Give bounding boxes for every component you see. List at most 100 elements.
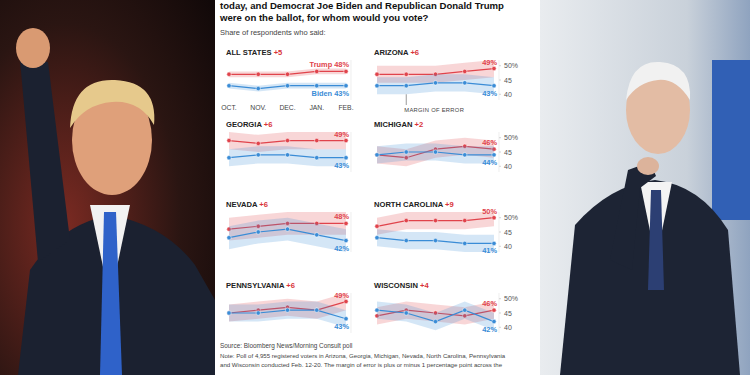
panel-title: WISCONSIN +4 xyxy=(374,281,429,290)
point xyxy=(344,138,348,142)
point xyxy=(315,156,319,160)
annotation-leader xyxy=(406,94,407,105)
point xyxy=(463,81,467,85)
point xyxy=(315,233,319,237)
data-label: 49% xyxy=(334,291,349,300)
panel-title: PENNSYLVANIA +6 xyxy=(226,281,295,290)
small-multiple: ARIZONA +649%43%50%4540MARGIN OF ERROR xyxy=(374,48,518,113)
annotation: MARGIN OF ERROR xyxy=(404,107,464,113)
value-text: 49% xyxy=(482,58,497,67)
panel-lead: +2 xyxy=(415,120,424,129)
series-name: Trump xyxy=(310,60,335,69)
point xyxy=(285,227,289,231)
point xyxy=(344,156,348,160)
y-axis xyxy=(351,212,352,252)
x-tick-label: NOV. xyxy=(250,104,266,111)
point xyxy=(315,308,319,312)
point xyxy=(375,236,379,240)
question: today, and Democrat Joe Biden and Republ… xyxy=(220,0,504,11)
point xyxy=(492,308,496,312)
plot-area xyxy=(227,293,348,327)
small-multiple: PENNSYLVANIA +6 49% 43% xyxy=(226,281,351,333)
y-tick xyxy=(499,166,501,167)
error-band xyxy=(229,69,346,78)
data-label: 43% xyxy=(482,89,497,98)
hair xyxy=(626,62,690,100)
y-tick-label: 45 xyxy=(504,77,512,84)
y-tick xyxy=(499,217,501,218)
y-tick-label: 50% xyxy=(504,134,518,141)
value-text: 50% xyxy=(482,207,497,216)
point xyxy=(256,153,260,157)
subtitle: Share of respondents who said: xyxy=(220,28,325,37)
y-tick-label: 40 xyxy=(504,91,512,98)
plot-area xyxy=(375,302,496,331)
point xyxy=(492,84,496,88)
error-band xyxy=(377,74,494,94)
y-tick xyxy=(499,232,501,233)
data-label: 43% xyxy=(334,322,349,331)
plot-area xyxy=(375,212,496,252)
point xyxy=(404,72,408,76)
data-label: Biden 43% xyxy=(312,89,350,98)
point xyxy=(375,153,379,157)
y-tick xyxy=(499,327,501,328)
screen xyxy=(712,60,750,220)
point xyxy=(433,238,437,242)
point xyxy=(227,138,231,142)
error-band xyxy=(229,302,346,328)
data-label: 41% xyxy=(482,246,497,255)
figure: today, and Democrat Joe Biden and Republ… xyxy=(0,0,750,375)
y-axis xyxy=(351,293,352,333)
panel-title: NEVADA +6 xyxy=(226,200,268,209)
y-tick xyxy=(499,246,501,247)
panel-title: GEORGIA +6 xyxy=(226,120,272,129)
y-tick xyxy=(499,152,501,153)
note: Note: Poll of 4,955 registered voters in… xyxy=(220,352,506,359)
data-label: 44% xyxy=(482,158,497,167)
point xyxy=(492,153,496,157)
y-tick-label: 45 xyxy=(504,149,512,156)
y-tick-label: 50% xyxy=(504,62,518,69)
point xyxy=(227,72,231,76)
point xyxy=(256,141,260,145)
point xyxy=(285,84,289,88)
y-tick-label: 40 xyxy=(504,243,512,250)
data-label: 43% xyxy=(334,161,349,170)
source: Source: Bloomberg News/Morning Consult p… xyxy=(220,342,353,350)
y-tick-label: 45 xyxy=(504,229,512,236)
y-tick xyxy=(499,137,501,138)
point xyxy=(463,241,467,245)
point xyxy=(227,311,231,315)
point xyxy=(463,153,467,157)
x-tick-label: JAN. xyxy=(309,104,324,111)
panel-title: ALL STATES +5 xyxy=(226,48,283,57)
data-label: 46% xyxy=(482,138,497,147)
panel-lead: +6 xyxy=(410,48,419,57)
x-tick-label: DEC. xyxy=(279,104,295,111)
error-band xyxy=(377,229,494,252)
error-band xyxy=(377,138,494,167)
plot-area xyxy=(375,60,496,94)
point xyxy=(256,230,260,234)
point xyxy=(463,69,467,73)
panel-lead: +5 xyxy=(274,48,283,57)
series-line xyxy=(377,218,494,227)
photo-background xyxy=(540,0,750,375)
panel-name: WISCONSIN xyxy=(374,281,420,290)
point xyxy=(433,150,437,154)
point xyxy=(492,66,496,70)
point xyxy=(315,308,319,312)
value-text: 48% xyxy=(334,60,349,69)
data-label: 49% xyxy=(482,58,497,67)
small-multiple: GEORGIA +6 49% 43% xyxy=(226,120,351,172)
point xyxy=(344,299,348,303)
x-tick-label: OCT. xyxy=(221,104,237,111)
point xyxy=(285,153,289,157)
value-text: 49% xyxy=(334,130,349,139)
small-multiple: ALL STATES +5 Trump 48% Biden 43% OCT. NOV. D… xyxy=(221,48,353,111)
point xyxy=(492,216,496,220)
photo-right xyxy=(540,0,750,375)
y-axis xyxy=(351,60,352,100)
y-tick-label: 40 xyxy=(504,324,512,331)
